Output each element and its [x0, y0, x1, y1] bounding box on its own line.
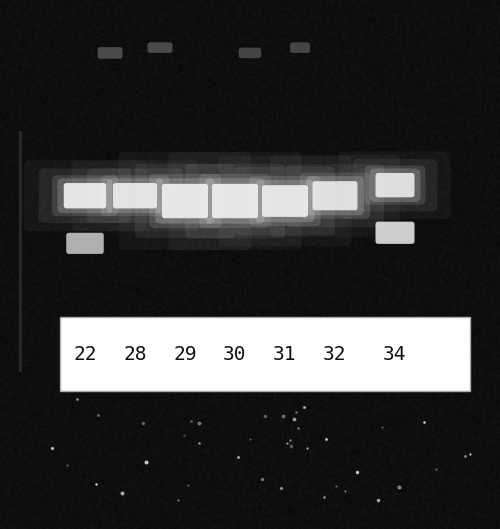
FancyBboxPatch shape: [290, 42, 310, 53]
FancyBboxPatch shape: [162, 184, 208, 218]
FancyBboxPatch shape: [352, 159, 438, 212]
Text: 30: 30: [223, 345, 247, 364]
FancyBboxPatch shape: [286, 164, 384, 227]
FancyBboxPatch shape: [148, 42, 172, 53]
Text: 32: 32: [323, 345, 347, 364]
Text: 28: 28: [123, 345, 147, 364]
FancyBboxPatch shape: [135, 164, 235, 238]
FancyBboxPatch shape: [39, 168, 131, 223]
FancyBboxPatch shape: [185, 164, 285, 238]
FancyBboxPatch shape: [87, 168, 183, 223]
FancyBboxPatch shape: [199, 174, 271, 228]
FancyBboxPatch shape: [364, 166, 426, 205]
Text: 31: 31: [273, 345, 297, 364]
FancyBboxPatch shape: [206, 178, 264, 224]
FancyBboxPatch shape: [256, 180, 314, 222]
FancyBboxPatch shape: [106, 178, 164, 213]
FancyBboxPatch shape: [58, 178, 112, 213]
FancyBboxPatch shape: [376, 222, 414, 244]
FancyBboxPatch shape: [235, 167, 335, 235]
Text: 29: 29: [174, 345, 197, 364]
FancyBboxPatch shape: [66, 233, 104, 254]
FancyBboxPatch shape: [64, 183, 106, 208]
FancyBboxPatch shape: [376, 173, 414, 197]
Text: 22: 22: [73, 345, 97, 364]
FancyBboxPatch shape: [52, 175, 118, 216]
FancyBboxPatch shape: [98, 47, 122, 59]
FancyBboxPatch shape: [60, 317, 470, 391]
FancyBboxPatch shape: [113, 183, 157, 208]
FancyBboxPatch shape: [306, 176, 364, 215]
FancyBboxPatch shape: [149, 174, 221, 228]
FancyBboxPatch shape: [300, 172, 370, 219]
FancyBboxPatch shape: [101, 175, 169, 216]
FancyBboxPatch shape: [262, 185, 308, 217]
FancyBboxPatch shape: [370, 168, 420, 202]
FancyBboxPatch shape: [212, 184, 258, 218]
FancyBboxPatch shape: [239, 48, 261, 58]
FancyBboxPatch shape: [312, 181, 358, 210]
Text: 34: 34: [384, 345, 407, 364]
FancyBboxPatch shape: [156, 178, 214, 224]
FancyBboxPatch shape: [249, 176, 321, 226]
